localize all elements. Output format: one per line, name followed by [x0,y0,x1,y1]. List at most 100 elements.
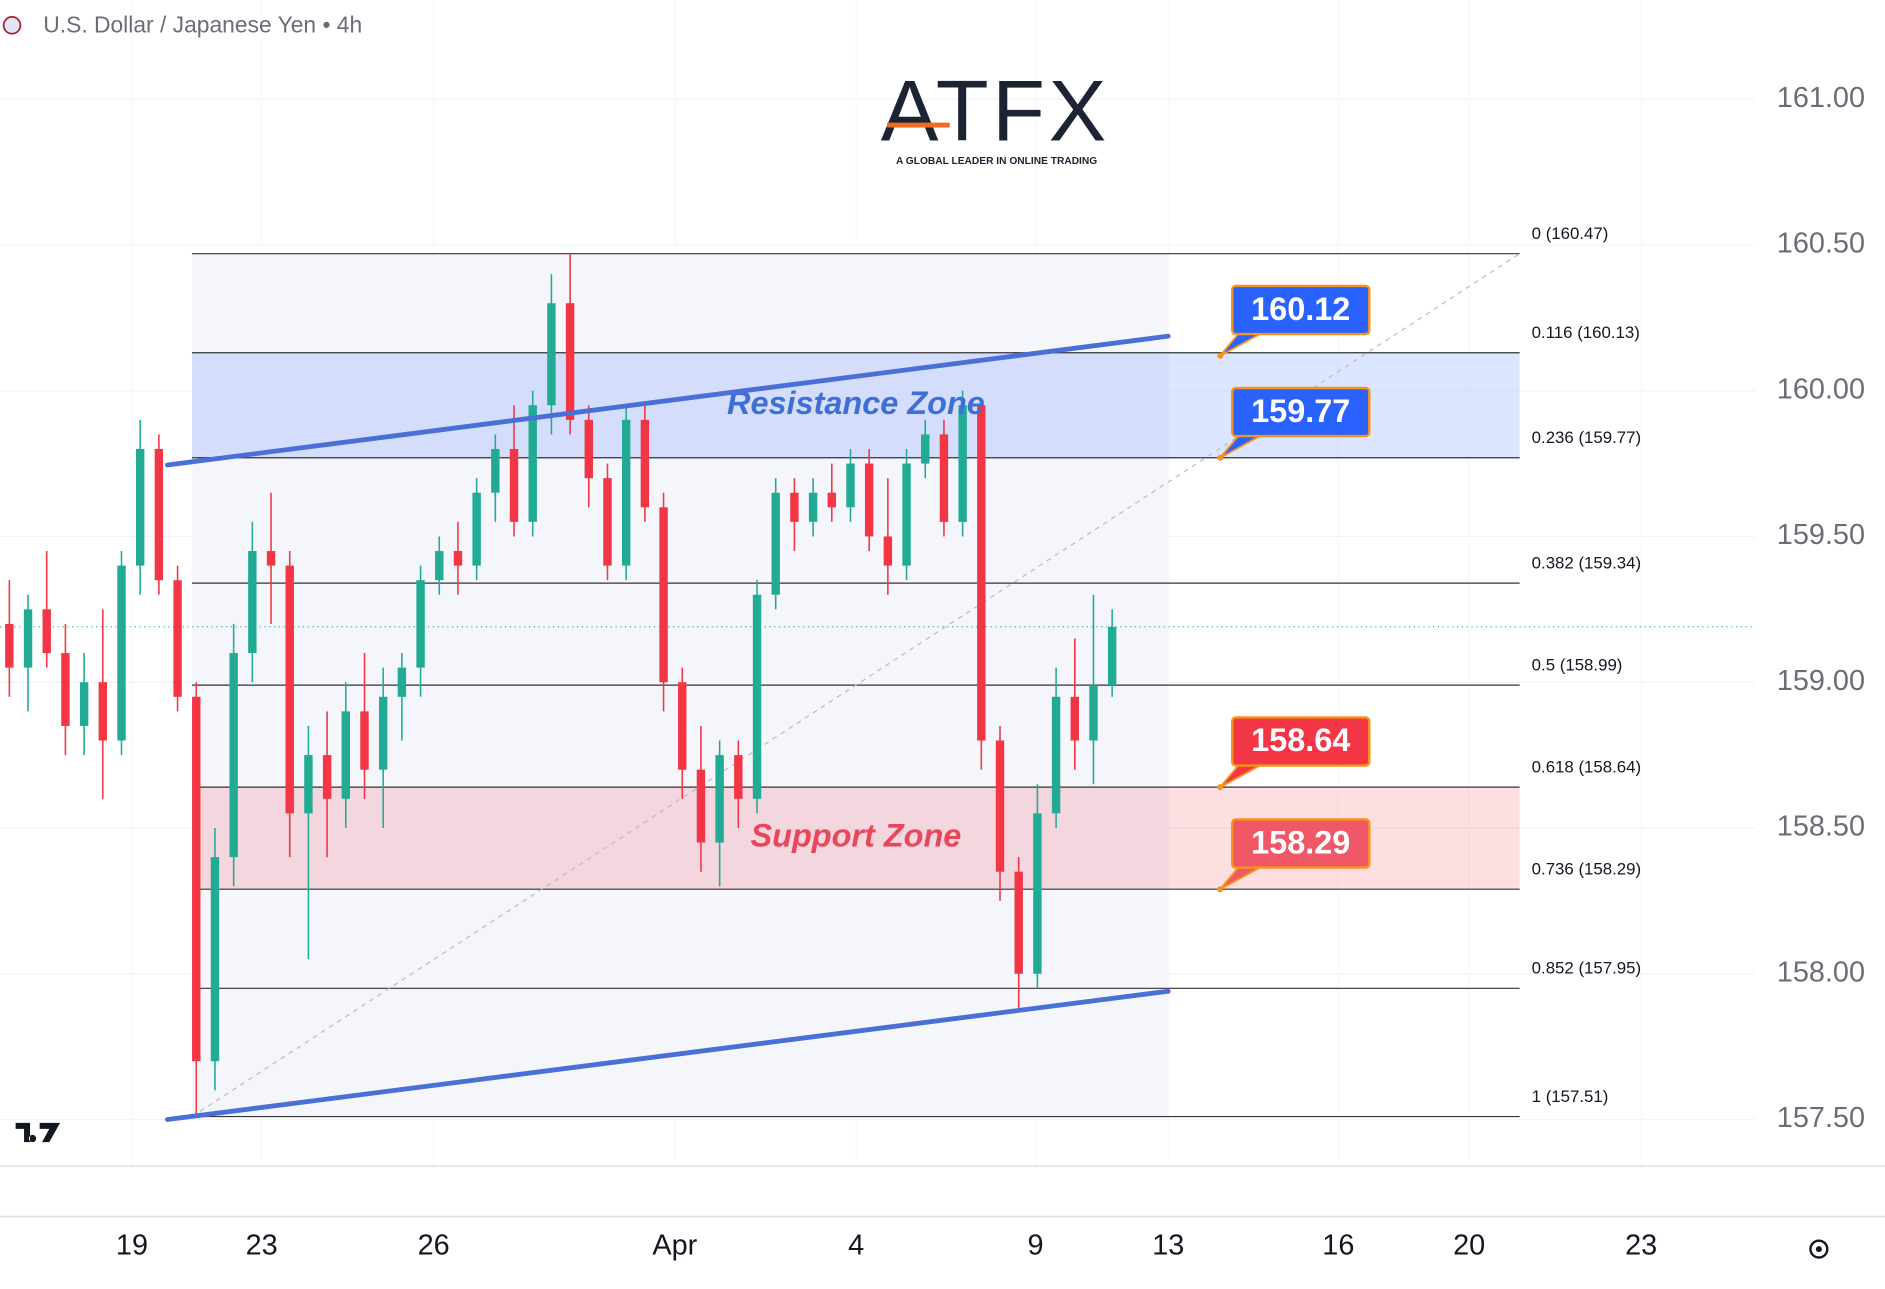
candle-body [790,492,799,522]
candle-body [808,492,818,522]
x-tick-label: 9 [1028,1229,1044,1261]
candle-body [902,463,911,566]
candle-body [117,565,126,741]
fib-label: 0.618 (158.64) [1532,757,1641,776]
candle-body [771,492,780,595]
callout-box [1231,716,1371,767]
candle-body [659,507,668,683]
background-layer [0,98,1756,1121]
y-tick-label: 158.00 [1777,956,1865,988]
candle-body [378,696,388,770]
candle-body [304,755,313,814]
candle-body [621,419,631,566]
candle-body [42,609,51,654]
y-tick-label: 159.00 [1777,665,1865,697]
y-tick-label: 157.50 [1777,1102,1865,1134]
candle-body [939,434,949,522]
candle-body [977,405,986,741]
x-tick-label: 16 [1322,1229,1354,1261]
fib-label: 0.5 (158.99) [1532,655,1623,674]
candle-body [491,448,500,493]
fib-label: 0.116 (160.13) [1532,323,1640,342]
candle-body [1107,626,1117,686]
candle-body [1089,685,1098,741]
candle-body [827,492,836,508]
fib-label: 0.382 (159.34) [1532,553,1641,572]
trendline [165,988,1171,1122]
candle-body [864,463,874,537]
y-tick-label: 161.00 [1777,82,1865,114]
candle-body [958,405,967,522]
logo: ATFX A GLOBAL LEADER IN ONLINE TRADING [881,64,1110,167]
y-tick-label: 160.50 [1777,228,1865,260]
callout-box [1231,386,1371,438]
candle-body [846,463,855,508]
callout-label: 160.12 [1251,291,1350,327]
candle-body [416,580,425,668]
callout-box [1231,284,1371,336]
y-tick-label: 158.50 [1777,811,1865,843]
candle-body [1014,871,1023,974]
candle-body [135,448,145,566]
candle-body [472,492,481,566]
candle-body [565,303,575,420]
candle-body [397,667,407,697]
candle-body [883,536,893,566]
candle-body [360,711,369,770]
candle-body [23,609,33,668]
candle-body [509,448,519,522]
plot-layer [0,253,1756,1117]
candle-body [154,448,164,581]
candle-body [61,653,70,726]
candle-body [322,755,332,799]
candle-body [640,419,650,508]
candle-body [547,303,556,406]
callout-anchor [1217,454,1224,461]
callout-anchor [1217,352,1224,359]
flag-icon [2,15,22,35]
x-tick-label: 26 [418,1229,450,1261]
candle-body [584,419,593,479]
fib-label: 1 (157.51) [1532,1087,1609,1106]
tv-mark [15,1122,61,1143]
fib-label: 0.736 (158.29) [1532,859,1641,878]
settings-icon[interactable] [1809,1239,1829,1259]
candle-body [192,696,201,1062]
candle-body [453,551,463,566]
y-tick-label: 160.00 [1777,373,1865,405]
zone-label: Resistance Zone [727,385,985,421]
settings-center[interactable] [1815,1246,1822,1253]
tradingview-logo [15,1122,61,1143]
candle-body [341,711,351,799]
x-tick-label: Apr [652,1229,697,1261]
logo-tagline: A GLOBAL LEADER IN ONLINE TRADING [896,156,1097,167]
candle-body [79,682,89,726]
candle-body [528,405,537,522]
candle-body [285,565,294,814]
x-tick-label: 13 [1152,1229,1184,1261]
callout-anchor [1217,784,1224,791]
candle-body [921,434,930,464]
candle-body [5,623,14,668]
candle-body [98,682,108,741]
candle-body [678,682,687,770]
candle-body [229,653,238,858]
candle-body [435,551,444,581]
candle-body [1051,696,1061,814]
candle-body [734,755,743,799]
settings-gear[interactable] [1809,1239,1829,1259]
chart-title: U.S. Dollar / Japanese Yen • 4h [43,12,362,38]
logo-text: ATFX [881,64,1110,160]
callout-label: 158.29 [1251,824,1350,860]
candle-body [210,857,220,1062]
zone-label: Support Zone [751,818,962,854]
x-tick-label: 20 [1453,1229,1485,1261]
callout-box [1231,818,1371,869]
candle-body [995,740,1005,872]
fib-label: 0.852 (157.95) [1532,959,1641,978]
callout-anchor [1217,886,1224,893]
x-tick-label: 4 [848,1229,864,1261]
trendline [165,333,1171,468]
